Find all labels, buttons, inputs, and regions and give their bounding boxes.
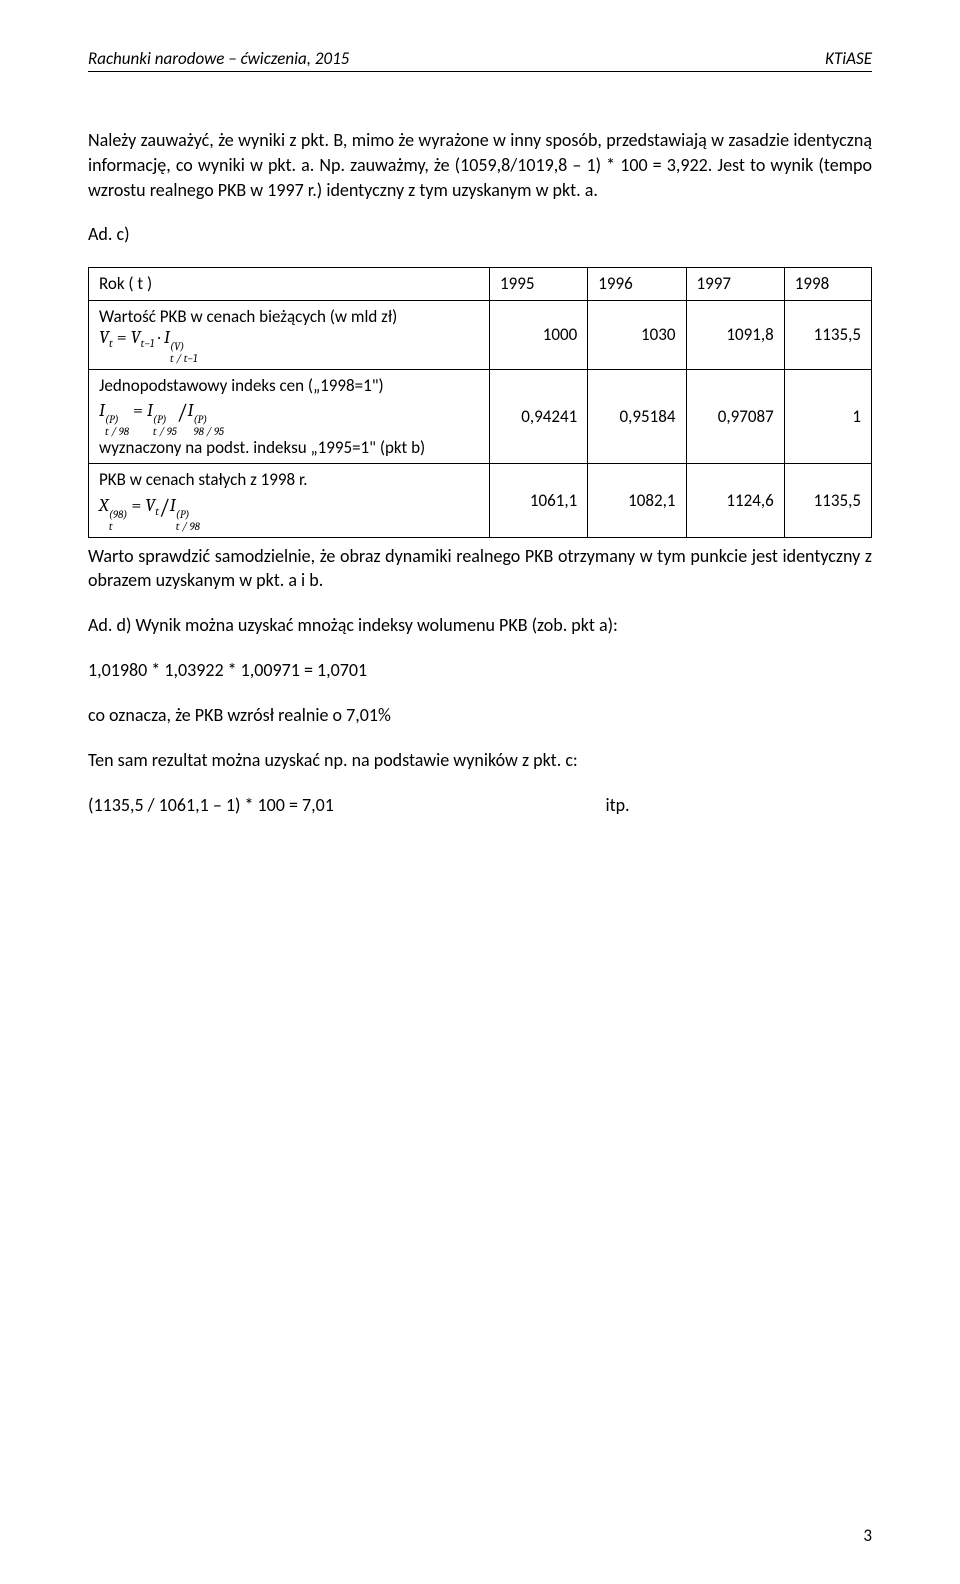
paragraph-ten-sam: Ten sam rezultat można uzyskać np. na po… (88, 748, 872, 773)
table-cell: 1135,5 (784, 300, 871, 369)
table-cell: 0,97087 (686, 369, 784, 464)
table-cell-label: PKB w cenach stałych z 1998 r. X(98)t = … (89, 464, 490, 537)
page-number: 3 (863, 1525, 872, 1546)
table-row: Wartość PKB w cenach bieżących (w mld zł… (89, 300, 872, 369)
table-header-row: Rok ( t ) 1995 1996 1997 1998 (89, 268, 872, 300)
table-cell: 0,95184 (588, 369, 686, 464)
table-cell: 1082,1 (588, 464, 686, 537)
ad-c-label: Ad. c) (88, 222, 872, 247)
table-cell: 1135,5 (784, 464, 871, 537)
data-table: Rok ( t ) 1995 1996 1997 1998 Wartość PK… (88, 267, 872, 537)
ad-d-label: Ad. d) Wynik można uzyskać mnożąc indeks… (88, 613, 872, 638)
row-label-text: Jednopodstawowy indeks cen („1998=1") (99, 375, 384, 396)
table-cell: 1000 (490, 300, 588, 369)
row-label-text: Wartość PKB w cenach bieżących (w mld zł… (99, 306, 397, 327)
calc2-left: (1135,5 / 1061,1 – 1) * 100 = 7,01 (88, 793, 605, 818)
table-cell: 1030 (588, 300, 686, 369)
table-cell: 1 (784, 369, 871, 464)
formula-vt: Vt = Vt−1 · I(V)t / t−1 (99, 327, 197, 348)
header-right: KTiASE (825, 48, 872, 69)
table-cell: 1124,6 (686, 464, 784, 537)
formula-index: I(P)t / 98 = I(P)t / 95/I(P)98 / 95 (99, 400, 224, 421)
row-label-text: wyznaczony na podst. indeksu „1995=1" (p… (99, 437, 425, 458)
table-header-cell: Rok ( t ) (89, 268, 490, 300)
table-row: PKB w cenach stałych z 1998 r. X(98)t = … (89, 464, 872, 537)
table-cell: 1091,8 (686, 300, 784, 369)
paragraph-intro: Należy zauważyć, że wyniki z pkt. B, mim… (88, 128, 872, 202)
paragraph-after-table: Warto sprawdzić samodzielnie, że obraz d… (88, 544, 872, 594)
table-header-cell: 1996 (588, 268, 686, 300)
page-header: Rachunki narodowe – ćwiczenia, 2015 KTiA… (88, 48, 872, 72)
calc-line-1: 1,01980 * 1,03922 * 1,00971 = 1,0701 (88, 658, 872, 683)
table-header-cell: 1995 (490, 268, 588, 300)
table-cell-label: Jednopodstawowy indeks cen („1998=1") I(… (89, 369, 490, 464)
calc-line-2: (1135,5 / 1061,1 – 1) * 100 = 7,01itp. (88, 793, 872, 818)
calc2-right: itp. (605, 794, 629, 816)
table-cell: 1061,1 (490, 464, 588, 537)
paragraph-co-oznacza: co oznacza, że PKB wzrósł realnie o 7,01… (88, 703, 872, 728)
row-label-text: PKB w cenach stałych z 1998 r. (99, 469, 308, 490)
table-header-cell: 1997 (686, 268, 784, 300)
page: Rachunki narodowe – ćwiczenia, 2015 KTiA… (0, 0, 960, 1584)
table-cell: 0,94241 (490, 369, 588, 464)
formula-x98: X(98)t = Vt/I(P)t / 98 (99, 495, 200, 516)
table-row: Jednopodstawowy indeks cen („1998=1") I(… (89, 369, 872, 464)
header-left: Rachunki narodowe – ćwiczenia, 2015 (88, 48, 349, 69)
table-cell-label: Wartość PKB w cenach bieżących (w mld zł… (89, 300, 490, 369)
table-header-cell: 1998 (784, 268, 871, 300)
